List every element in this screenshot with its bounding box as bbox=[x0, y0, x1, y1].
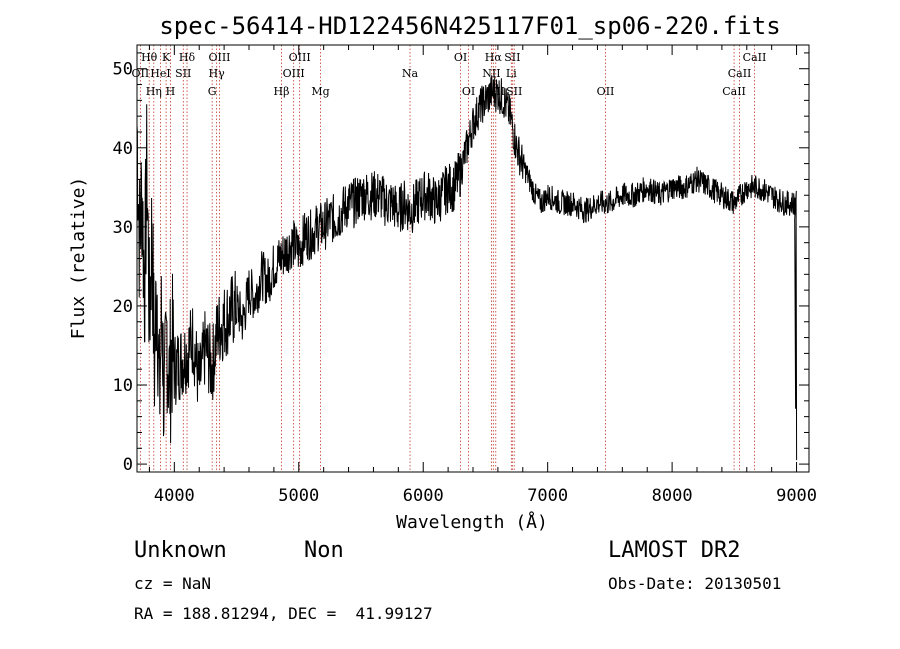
marker-label: CaII bbox=[743, 51, 767, 64]
observation-date: Obs-Date: 20130501 bbox=[608, 574, 782, 593]
marker-label: Hγ bbox=[209, 67, 226, 80]
marker-label: OI bbox=[462, 85, 475, 98]
y-tick-label: 10 bbox=[113, 376, 133, 396]
x-tick-label: 4000 bbox=[154, 486, 195, 506]
marker-label: Na bbox=[402, 67, 419, 80]
marker-label: Hη bbox=[146, 85, 162, 98]
marker-label: CaII bbox=[722, 85, 746, 98]
y-tick-label: 40 bbox=[113, 139, 133, 159]
x-axis-label: Wavelength (Å) bbox=[396, 511, 548, 533]
y-tick-label: 0 bbox=[123, 455, 133, 475]
marker-label: NII bbox=[482, 67, 500, 80]
chart-title: spec-56414-HD122456N425117F01_sp06-220.f… bbox=[159, 12, 780, 40]
x-tick-label: 8000 bbox=[652, 486, 693, 506]
marker-label: Hα bbox=[485, 51, 503, 64]
marker-label: Mg bbox=[311, 85, 329, 98]
x-tick-label: 6000 bbox=[403, 486, 444, 506]
marker-label: CaII bbox=[728, 67, 752, 80]
y-tick-label: 20 bbox=[113, 297, 133, 317]
spectrum-line bbox=[136, 75, 798, 461]
marker-label: H bbox=[166, 85, 176, 98]
marker-label: Hθ bbox=[141, 51, 158, 64]
marker-label: HeI bbox=[150, 67, 170, 80]
survey-name: LAMOST DR2 bbox=[608, 538, 741, 563]
marker-label: OII bbox=[132, 67, 150, 80]
y-axis-ticks: 0 10 20 30 40 50 bbox=[113, 52, 809, 475]
coordinates: RA = 188.81294, DEC = 41.99127 bbox=[134, 604, 433, 623]
x-tick-label: 9000 bbox=[776, 486, 817, 506]
marker-label: OIII bbox=[289, 51, 311, 64]
marker-label: Li bbox=[506, 67, 517, 80]
marker-label: SII bbox=[506, 85, 522, 98]
x-tick-label: 7000 bbox=[527, 486, 568, 506]
y-axis-label: Flux (relative) bbox=[68, 177, 89, 340]
spectral-line-markers bbox=[139, 45, 755, 472]
marker-label: G bbox=[208, 85, 217, 98]
marker-label: OIII bbox=[208, 51, 230, 64]
marker-label: OIII bbox=[283, 67, 305, 80]
marker-label: Hδ bbox=[179, 51, 196, 64]
redshift-cz: cz = NaN bbox=[134, 574, 212, 593]
y-tick-label: 50 bbox=[113, 60, 133, 80]
marker-label: SII bbox=[175, 67, 191, 80]
spectral-line-labels: OII Hθ Hη HeI K H SII Hδ G Hγ OIII Hβ OIII OIII Mg Na OI… bbox=[132, 51, 767, 98]
object-class: Unknown bbox=[134, 538, 227, 563]
object-subclass: Non bbox=[304, 538, 344, 563]
marker-label: OII bbox=[597, 85, 615, 98]
marker-label: OI bbox=[454, 51, 467, 64]
marker-label: K bbox=[162, 51, 171, 64]
marker-label: Hβ bbox=[274, 85, 290, 98]
y-tick-label: 30 bbox=[113, 218, 133, 238]
x-axis-ticks: 4000 5000 6000 7000 8000 9000 bbox=[148, 45, 817, 506]
marker-label: SII bbox=[504, 51, 520, 64]
x-tick-label: 5000 bbox=[278, 486, 319, 506]
